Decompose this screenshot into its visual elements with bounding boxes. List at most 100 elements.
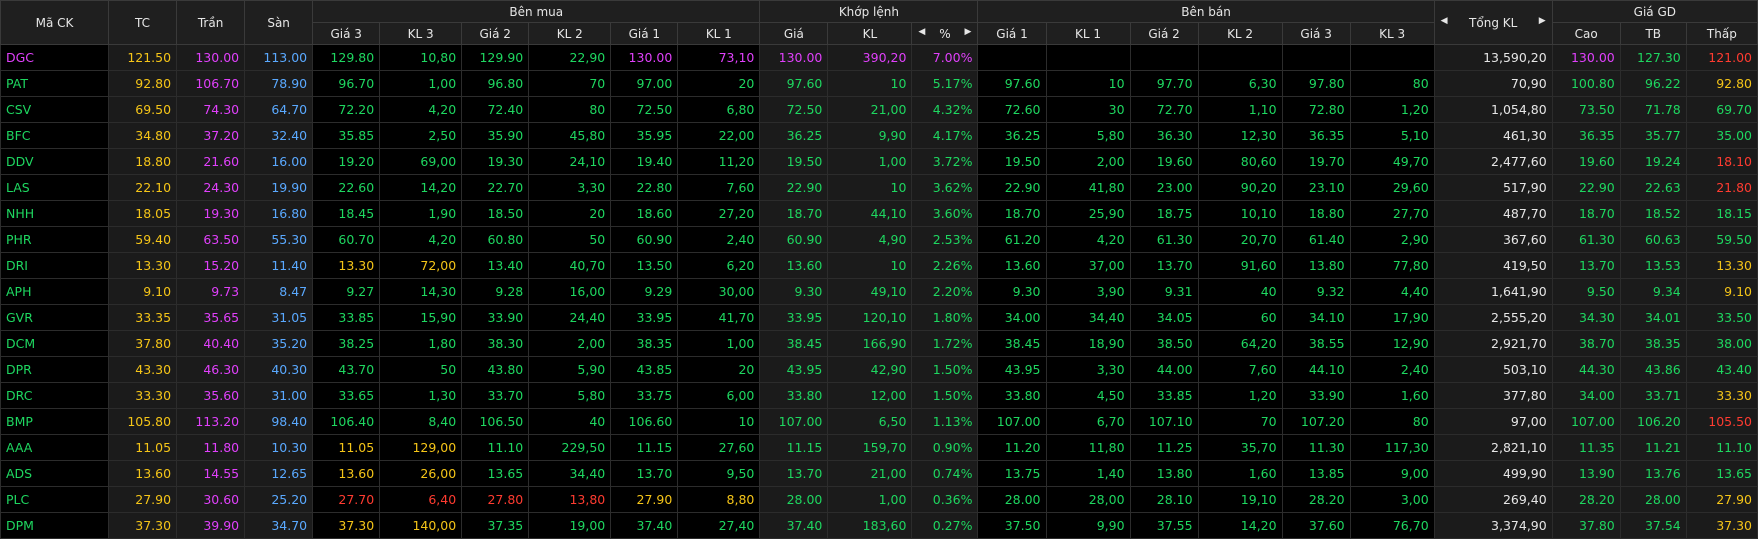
sell-vol-3-cell: 12,90 — [1349, 330, 1435, 357]
col-header-avg[interactable]: TB — [1619, 22, 1687, 45]
table-row[interactable]: DGC 121.50 130.00 113.00 129.80 10,80 129.90 22… — [0, 44, 1758, 71]
buy-vol-2-cell: 3,30 — [528, 174, 612, 201]
col-header-buy-price-3[interactable]: Giá 3 — [312, 22, 381, 45]
buy-price-1-cell: 38.35 — [610, 330, 679, 357]
symbol-cell[interactable]: CSV — [0, 96, 110, 123]
low-price-cell: 13.30 — [1685, 252, 1758, 279]
symbol-cell[interactable]: BFC — [0, 122, 110, 149]
buy-vol-2-cell: 45,80 — [528, 122, 612, 149]
table-row[interactable]: APH 9.10 9.73 8.47 9.27 14,30 9.28 16,00 9.29 30,… — [0, 278, 1758, 305]
symbol-cell[interactable]: GVR — [0, 304, 110, 331]
symbol-cell[interactable]: PLC — [0, 486, 110, 513]
table-row[interactable]: DDV 18.80 21.60 16.00 19.20 69,00 19.30 24,10 19… — [0, 148, 1758, 175]
col-header-match-vol[interactable]: KL — [827, 22, 913, 45]
buy-price-1-cell: 72.50 — [610, 96, 679, 123]
table-row[interactable]: DCM 37.80 40.40 35.20 38.25 1,80 38.30 2,00 38.3… — [0, 330, 1758, 357]
match-pct-cell: 0.90% — [911, 434, 979, 461]
symbol-cell[interactable]: NHH — [0, 200, 110, 227]
col-header-low[interactable]: Thấp — [1685, 22, 1758, 45]
table-row[interactable]: DRC 33.30 35.60 31.00 33.65 1,30 33.70 5,80 33.7… — [0, 382, 1758, 409]
table-row[interactable]: DRI 13.30 15.20 11.40 13.30 72,00 13.40 40,70 13… — [0, 252, 1758, 279]
col-header-match-pct[interactable]: ◀ % ▶ — [911, 22, 979, 45]
symbol-cell[interactable]: APH — [0, 278, 110, 305]
match-vol-cell: 42,90 — [827, 356, 913, 383]
col-header-buy-vol-2[interactable]: KL 2 — [528, 22, 612, 45]
caret-left-icon[interactable]: ◀ — [918, 26, 926, 37]
symbol-cell[interactable]: DGC — [0, 44, 110, 71]
table-row[interactable]: PAT 92.80 106.70 78.90 96.70 1,00 96.80 70 97.00… — [0, 70, 1758, 97]
col-header-buy-vol-3[interactable]: KL 3 — [379, 22, 463, 45]
buy-price-2-cell: 129.90 — [461, 44, 530, 71]
col-header-high[interactable]: Cao — [1551, 22, 1621, 45]
col-header-sell-vol-1[interactable]: KL 1 — [1045, 22, 1131, 45]
symbol-cell[interactable]: PAT — [0, 70, 110, 97]
ceiling-price-cell: 30.60 — [176, 486, 246, 513]
table-row[interactable]: PLC 27.90 30.60 25.20 27.70 6,40 27.80 13,80 27.… — [0, 486, 1758, 513]
col-header-total-volume[interactable]: ◀ Tổng KL ▶ — [1433, 0, 1553, 45]
buy-vol-2-cell: 13,80 — [528, 486, 612, 513]
symbol-cell[interactable]: DRC — [0, 382, 110, 409]
caret-left-icon[interactable]: ◀ — [1440, 15, 1448, 26]
sell-price-2-cell: 13.70 — [1129, 252, 1199, 279]
symbol-cell[interactable]: LAS — [0, 174, 110, 201]
table-row[interactable]: PHR 59.40 63.50 55.30 60.70 4,20 60.80 50 60.90 2… — [0, 226, 1758, 253]
col-header-buy-price-2[interactable]: Giá 2 — [461, 22, 530, 45]
col-header-buy-price-1[interactable]: Giá 1 — [610, 22, 679, 45]
sell-price-1-cell: 34.00 — [977, 304, 1047, 331]
table-row[interactable]: AAA 11.05 11.80 10.30 11.05 129,00 11.10 229,50… — [0, 434, 1758, 461]
col-header-buy-vol-1[interactable]: KL 1 — [677, 22, 761, 45]
symbol-cell[interactable]: DPR — [0, 356, 110, 383]
buy-vol-3-cell: 1,30 — [379, 382, 463, 409]
buy-vol-1-cell: 27,60 — [677, 434, 761, 461]
match-price-cell: 22.90 — [759, 174, 829, 201]
match-vol-cell: 390,20 — [827, 44, 913, 71]
table-row[interactable]: DPR 43.30 46.30 40.30 43.70 50 43.80 5,90 43.85 2… — [0, 356, 1758, 383]
sell-price-2-cell: 97.70 — [1129, 70, 1199, 97]
col-header-sell-vol-2[interactable]: KL 2 — [1197, 22, 1283, 45]
buy-price-3-cell: 11.05 — [312, 434, 381, 461]
buy-price-2-cell: 60.80 — [461, 226, 530, 253]
table-row[interactable]: CSV 69.50 74.30 64.70 72.20 4,20 72.40 80 72.50 6… — [0, 96, 1758, 123]
table-row[interactable]: ADS 13.60 14.55 12.65 13.60 26,00 13.65 34,40 13… — [0, 460, 1758, 487]
match-pct-cell: 3.60% — [911, 200, 979, 227]
sell-price-2-cell: 23.00 — [1129, 174, 1199, 201]
table-row[interactable]: LAS 22.10 24.30 19.90 22.60 14,20 22.70 3,30 22.… — [0, 174, 1758, 201]
symbol-cell[interactable]: AAA — [0, 434, 110, 461]
sell-vol-1-cell: 25,90 — [1045, 200, 1131, 227]
col-header-sell-price-1[interactable]: Giá 1 — [977, 22, 1047, 45]
col-header-sell-price-3[interactable]: Giá 3 — [1281, 22, 1351, 45]
symbol-cell[interactable]: DCM — [0, 330, 110, 357]
ref-price-cell: 27.90 — [108, 486, 178, 513]
match-price-cell: 97.60 — [759, 70, 829, 97]
symbol-cell[interactable]: PHR — [0, 226, 110, 253]
sell-price-1-cell: 9.30 — [977, 278, 1047, 305]
table-row[interactable]: NHH 18.05 19.30 16.80 18.45 1,90 18.50 20 18.60 2… — [0, 200, 1758, 227]
table-row[interactable]: BFC 34.80 37.20 32.40 35.85 2,50 35.90 45,80 35.… — [0, 122, 1758, 149]
col-header-ceiling[interactable]: Trần — [176, 0, 246, 45]
table-row[interactable]: BMP 105.80 113.20 98.40 106.40 8,40 106.50 40 10… — [0, 408, 1758, 435]
col-header-sell-price-2[interactable]: Giá 2 — [1129, 22, 1199, 45]
symbol-cell[interactable]: BMP — [0, 408, 110, 435]
symbol-cell[interactable]: DDV — [0, 148, 110, 175]
buy-price-1-cell: 33.75 — [610, 382, 679, 409]
col-header-sell-vol-3[interactable]: KL 3 — [1349, 22, 1435, 45]
table-row[interactable]: GVR 33.35 35.65 31.05 33.85 15,90 33.90 24,40 33… — [0, 304, 1758, 331]
low-price-cell: 121.00 — [1685, 44, 1758, 71]
avg-price-cell: 22.63 — [1619, 174, 1687, 201]
col-header-ref[interactable]: TC — [108, 0, 178, 45]
floor-price-cell: 11.40 — [244, 252, 314, 279]
buy-vol-3-cell: 72,00 — [379, 252, 463, 279]
high-price-cell: 61.30 — [1551, 226, 1621, 253]
symbol-cell[interactable]: DRI — [0, 252, 110, 279]
table-row[interactable]: DPM 37.30 39.90 34.70 37.30 140,00 37.35 19,00 3… — [0, 512, 1758, 539]
total-volume-cell: 269,40 — [1433, 486, 1553, 513]
col-header-symbol[interactable]: Mã CK — [0, 0, 110, 45]
col-header-floor[interactable]: Sàn — [244, 0, 314, 45]
symbol-cell[interactable]: ADS — [0, 460, 110, 487]
col-header-match-price[interactable]: Giá — [759, 22, 829, 45]
caret-right-icon[interactable]: ▶ — [1538, 15, 1546, 26]
symbol-cell[interactable]: DPM — [0, 512, 110, 539]
caret-right-icon[interactable]: ▶ — [964, 26, 972, 37]
high-price-cell: 37.80 — [1551, 512, 1621, 539]
buy-vol-3-cell: 1,80 — [379, 330, 463, 357]
